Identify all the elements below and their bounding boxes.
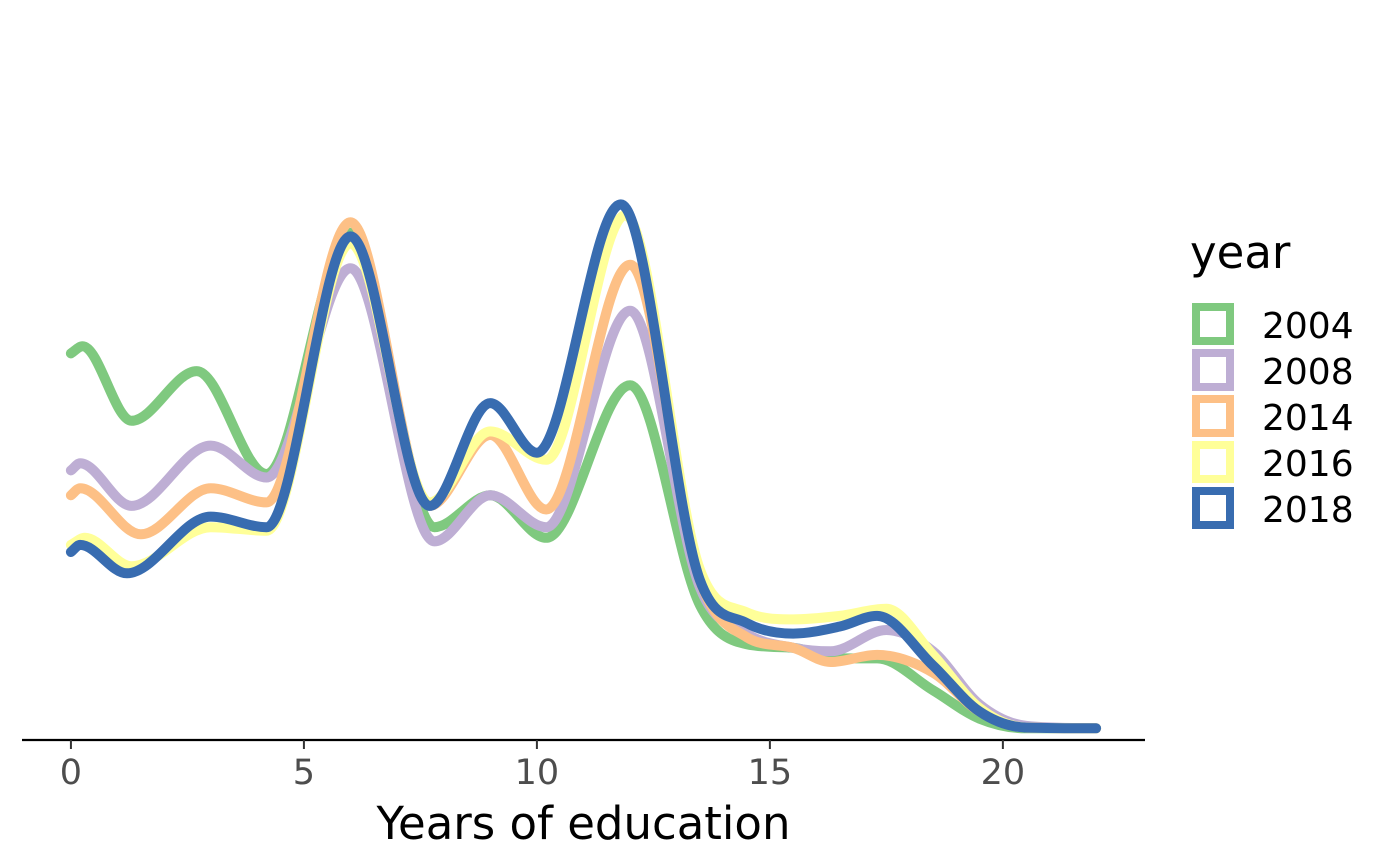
line-2014 <box>65 217 1102 734</box>
legend-label-2008: 2008 <box>1262 352 1354 393</box>
x-tick-label: 20 <box>981 753 1026 793</box>
legend-label-2016: 2016 <box>1262 444 1354 485</box>
legend-key-2008 <box>1192 349 1234 391</box>
x-tick-label: 0 <box>60 753 82 793</box>
density-lines <box>65 199 1102 734</box>
legend-label-2014: 2014 <box>1262 398 1354 439</box>
x-tick-label: 10 <box>515 753 560 793</box>
line-2018 <box>65 199 1102 734</box>
x-tick-label: 5 <box>293 753 315 793</box>
legend-key-2016 <box>1192 441 1234 483</box>
legend-label-2018: 2018 <box>1262 490 1354 531</box>
x-tick-label: 15 <box>748 753 793 793</box>
x-axis-title: Years of education <box>376 797 791 850</box>
legend-label-2004: 2004 <box>1262 306 1354 347</box>
legend-key-2014 <box>1192 395 1234 437</box>
legend-key-2004 <box>1192 303 1234 345</box>
x-axis-ticks: 0 5 10 15 20 <box>60 740 1025 793</box>
line-2004 <box>65 227 1102 734</box>
legend-key-2018 <box>1192 487 1234 529</box>
legend-title: year <box>1190 226 1291 279</box>
legend: year 2004 2008 2014 2016 2018 <box>1190 226 1354 531</box>
